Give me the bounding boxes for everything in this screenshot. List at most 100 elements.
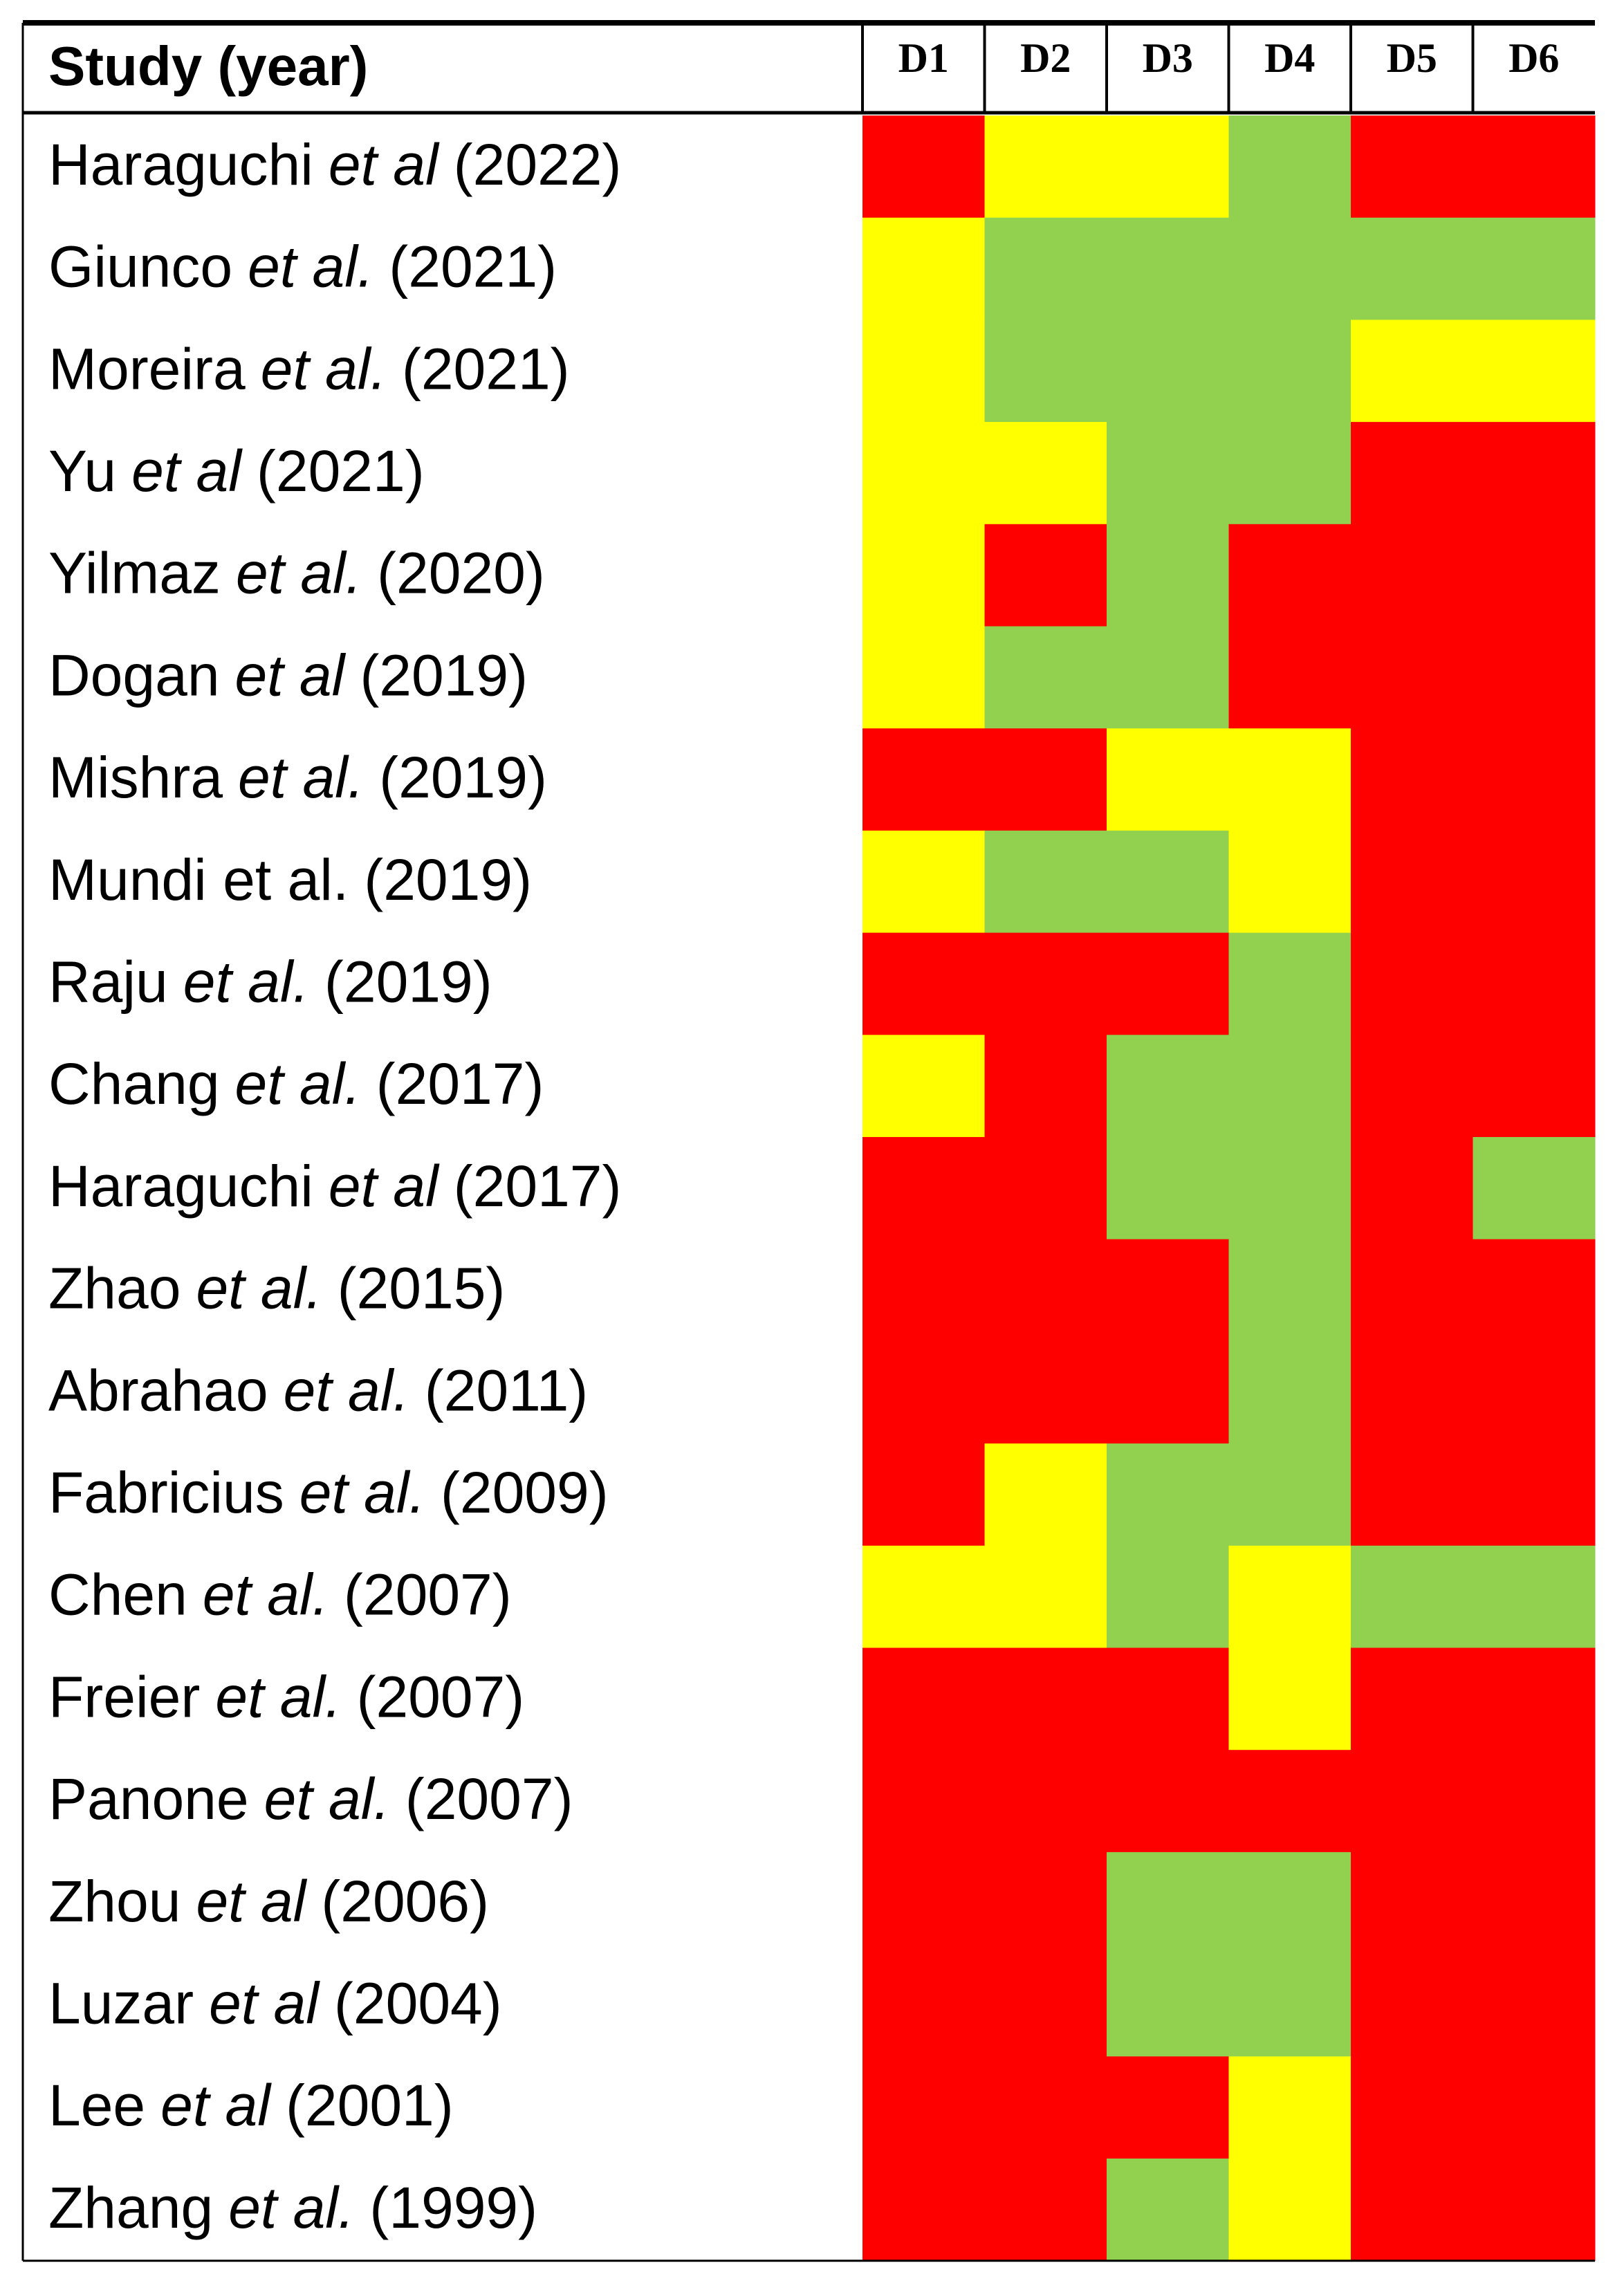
rating-cell — [1228, 830, 1351, 934]
header-domain: D1 — [898, 35, 949, 81]
et-al: et al. — [264, 1766, 390, 1831]
study-label: Moreira et al. (2021) — [48, 336, 570, 401]
study-label: Zhang et al. (1999) — [48, 2175, 537, 2240]
rating-cell — [1107, 728, 1229, 831]
rating-cell — [1473, 626, 1596, 729]
rating-cell — [1473, 524, 1596, 627]
rating-cell — [1228, 2159, 1351, 2262]
rating-cell — [862, 932, 985, 1035]
rating-cell — [984, 116, 1107, 219]
rating-cell — [862, 1239, 985, 1342]
study-label: Yu et al (2021) — [48, 438, 425, 504]
author: Dogan — [48, 643, 220, 708]
author: Zhang — [48, 2175, 213, 2240]
author: Zhao — [48, 1256, 181, 1321]
rating-cell — [1351, 1851, 1473, 1955]
year: (2015) — [338, 1256, 506, 1321]
author: Fabricius — [48, 1460, 284, 1525]
et-al: et al. — [261, 336, 387, 401]
rating-cell — [862, 524, 985, 627]
rating-cell — [1107, 1341, 1229, 1444]
year: (1999) — [369, 2175, 537, 2240]
rating-cell — [1107, 932, 1229, 1035]
year: (2021) — [257, 438, 425, 504]
author: Yu — [48, 438, 116, 504]
rating-cell — [984, 2159, 1107, 2262]
rating-cell — [1228, 728, 1351, 831]
study-label: Zhao et al. (2015) — [48, 1256, 505, 1321]
year: (2019) — [379, 745, 547, 810]
rating-cell — [1107, 1035, 1229, 1138]
rating-cell — [984, 1750, 1107, 1853]
rating-cell — [1473, 1239, 1596, 1342]
rating-cell — [1107, 1545, 1229, 1648]
rating-cell — [1351, 217, 1473, 320]
rating-cell — [984, 1647, 1107, 1751]
rating-cell — [1351, 728, 1473, 831]
author: Freier — [48, 1665, 200, 1730]
rating-cell — [1473, 2056, 1596, 2159]
rating-cell — [984, 1137, 1107, 1240]
rating-cell — [1473, 1851, 1596, 1955]
et-al: et al. — [238, 745, 364, 810]
study-label: Dogan et al (2019) — [48, 643, 528, 708]
rating-cell — [1473, 320, 1596, 423]
rating-cell — [862, 626, 985, 729]
rating-cell — [1473, 1647, 1596, 1751]
study-label: Chang et al. (2017) — [48, 1051, 544, 1116]
et-al: et al. — [299, 1460, 425, 1525]
rating-cell — [862, 1545, 985, 1648]
et-al: et al — [329, 132, 440, 197]
rating-cell — [862, 830, 985, 934]
rating-cell — [984, 524, 1107, 627]
rating-cell — [862, 2159, 985, 2262]
author: Chen — [48, 1562, 187, 1627]
rating-cell — [862, 728, 985, 831]
rating-cell — [1228, 320, 1351, 423]
rating-cell — [1228, 1647, 1351, 1751]
rating-cell — [1228, 1443, 1351, 1546]
rating-cell — [984, 422, 1107, 525]
rating-cell — [1107, 1647, 1229, 1751]
header-domain: D4 — [1264, 35, 1315, 81]
year: (2021) — [402, 336, 570, 401]
author: Raju — [48, 950, 168, 1015]
rating-cell — [862, 217, 985, 320]
header-domain: D6 — [1508, 35, 1559, 81]
rating-cell — [1107, 422, 1229, 525]
et-al: et al. — [228, 2175, 354, 2240]
rating-cell — [1228, 1239, 1351, 1342]
rating-cell — [984, 1443, 1107, 1546]
rating-cell — [1351, 116, 1473, 219]
rating-cell — [984, 2056, 1107, 2159]
rating-cell — [1473, 1954, 1596, 2057]
rating-cell — [984, 1545, 1107, 1648]
rating-cell — [1351, 1137, 1473, 1240]
rating-cell — [1351, 830, 1473, 934]
rating-cell — [1351, 2056, 1473, 2159]
rating-cell — [1351, 1545, 1473, 1648]
rating-cell — [1473, 830, 1596, 934]
rating-cell — [984, 217, 1107, 320]
rating-cell — [1351, 524, 1473, 627]
rating-cell — [1473, 1341, 1596, 1444]
year: (2007) — [356, 1665, 524, 1730]
study-label: Yilmaz et al. (2020) — [48, 541, 545, 606]
rating-cell — [1473, 422, 1596, 525]
rating-cell — [1228, 217, 1351, 320]
study-label: Haraguchi et al (2017) — [48, 1154, 621, 1219]
rating-cell — [1473, 728, 1596, 831]
rating-cell — [984, 626, 1107, 729]
study-label: Mishra et al. (2019) — [48, 745, 547, 810]
rating-cell — [1107, 1239, 1229, 1342]
rating-cell — [1228, 1341, 1351, 1444]
study-label: Panone et al. (2007) — [48, 1766, 573, 1831]
rating-cell — [1107, 830, 1229, 934]
rating-cell — [862, 116, 985, 219]
rating-cell — [1473, 2159, 1596, 2262]
author: Lee — [48, 2073, 145, 2138]
header-domain: D3 — [1143, 35, 1193, 81]
rating-cell — [862, 2056, 985, 2159]
rating-cell — [984, 1035, 1107, 1138]
